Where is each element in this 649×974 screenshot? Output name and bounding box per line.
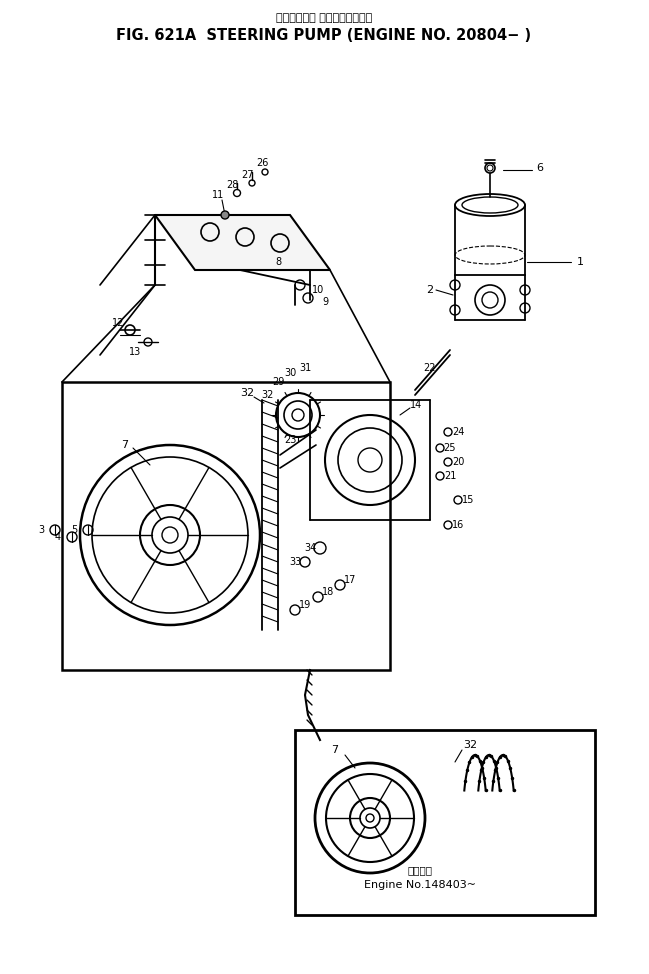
Text: 7: 7	[332, 745, 339, 755]
Text: 15: 15	[462, 495, 474, 505]
Text: 11: 11	[212, 190, 224, 200]
Text: 22: 22	[424, 363, 436, 373]
Text: 2: 2	[426, 285, 434, 295]
Text: 適用号機: 適用号機	[408, 865, 432, 875]
Polygon shape	[155, 215, 330, 270]
Text: 3: 3	[38, 525, 44, 535]
Text: 26: 26	[256, 158, 268, 168]
Text: 16: 16	[452, 520, 464, 530]
Text: 32: 32	[261, 390, 273, 400]
Text: 34: 34	[304, 543, 316, 553]
Text: 19: 19	[299, 600, 311, 610]
Text: 17: 17	[344, 575, 356, 585]
Text: Engine No.148403~: Engine No.148403~	[364, 880, 476, 890]
Text: 4: 4	[55, 532, 61, 542]
Text: 20: 20	[452, 457, 464, 467]
Text: 12: 12	[112, 318, 124, 328]
Text: 23: 23	[284, 435, 296, 445]
Text: 33: 33	[289, 557, 301, 567]
Text: 28: 28	[226, 180, 238, 190]
Text: 25: 25	[444, 443, 456, 453]
Bar	[295, 730, 595, 915]
Text: 30: 30	[284, 368, 296, 378]
Text: 5: 5	[71, 525, 77, 535]
Text: ステアリング ポンプ　適用号機: ステアリング ポンプ 適用号機	[276, 13, 372, 23]
Text: 32: 32	[463, 740, 477, 750]
Circle shape	[485, 163, 495, 173]
Text: 13: 13	[129, 347, 141, 357]
Text: 27: 27	[241, 170, 254, 180]
Text: 7: 7	[121, 440, 129, 450]
Text: 18: 18	[322, 587, 334, 597]
Text: 29: 29	[272, 377, 284, 387]
Text: 6: 6	[537, 163, 543, 173]
Text: 9: 9	[322, 297, 328, 307]
Text: 31: 31	[299, 363, 311, 373]
Text: FIG. 621A  STEERING PUMP (ENGINE NO. 20804− ): FIG. 621A STEERING PUMP (ENGINE NO. 2080…	[116, 27, 532, 43]
Text: 32: 32	[240, 388, 254, 398]
Text: 1: 1	[576, 257, 583, 267]
Text: 24: 24	[452, 427, 464, 437]
Text: 8: 8	[275, 257, 281, 267]
Text: 10: 10	[312, 285, 324, 295]
Circle shape	[221, 211, 229, 219]
Text: 21: 21	[444, 471, 456, 481]
Text: 14: 14	[410, 400, 422, 410]
